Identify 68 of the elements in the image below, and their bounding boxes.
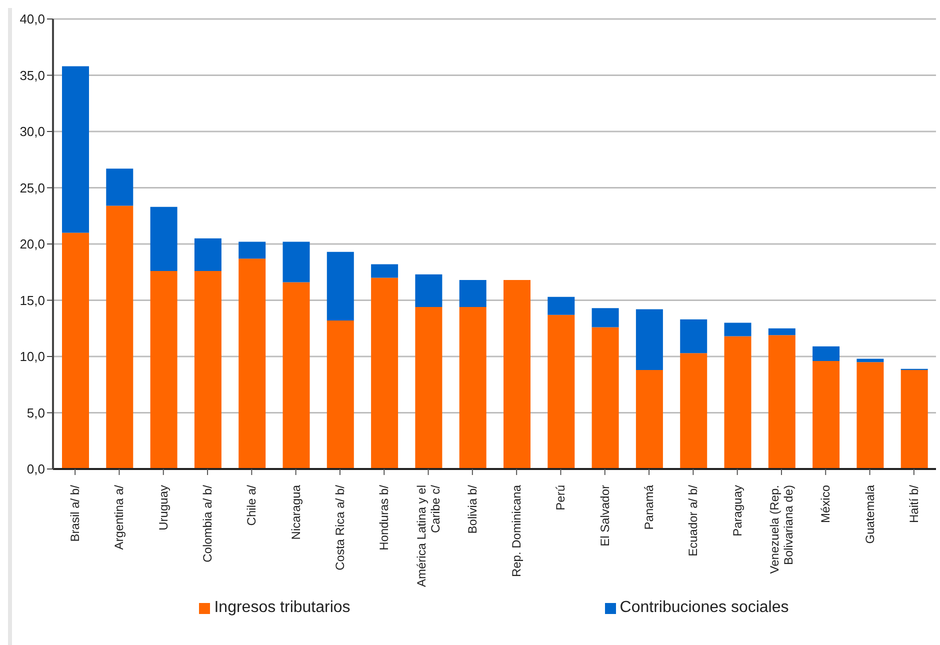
y-tick-label: 10,0 [20,349,45,364]
bar [856,362,884,469]
bar [415,307,442,469]
bar [62,66,89,233]
bar [326,252,354,320]
bar [282,242,310,282]
x-tick-label: Rep. Dominicana [510,484,524,578]
bar [680,319,708,354]
bar [592,327,619,469]
x-tick-label: América Latina y el Caribe c/ [414,484,442,588]
bar [548,314,575,469]
bar [326,320,354,469]
bar [194,271,222,469]
bar [238,258,266,469]
bar [768,335,796,469]
y-tick-label: 5,0 [26,405,45,420]
bar [504,280,530,469]
bar [371,278,398,469]
bar [282,282,310,469]
x-tick-label: Paraguay [730,485,744,536]
bar [812,346,840,361]
bar [768,328,796,336]
bar [371,264,398,278]
x-tick-label: Uruguay [156,485,170,530]
x-tick-label: Guatemala [862,484,877,544]
x-tick-label: Panamá [642,484,656,530]
bar [150,206,178,271]
x-tick-label: Venezuela (Rep. Bolivariana de) [767,485,796,574]
legend-label: Ingresos tributarios [214,599,350,617]
bar [106,168,134,206]
x-tick-label: Costa Rica a/ b/ [332,484,347,570]
bar [150,271,178,469]
x-tick-label: Argentina a/ [112,484,126,550]
x-tick-label: Bolivia b/ [465,484,480,534]
x-tick-label: Perú [554,485,568,510]
legend-label: Contribuciones sociales [620,599,789,617]
x-tick-label: Brasil a/ b/ [68,484,82,542]
bar [636,370,663,469]
y-tick-label: 15,0 [20,292,45,308]
bar [592,308,619,328]
x-tick-label: México [818,484,833,524]
bar [106,206,134,469]
bar [459,307,486,469]
bar [238,242,266,259]
x-tick-label: Colombia a/ b/ [200,484,215,562]
x-tick-label: Ecuador a/ b/ [686,484,700,556]
x-tick-label: El Salvador [598,485,612,546]
y-tick-label: 40,0 [20,12,45,27]
x-tick-label: Honduras b/ [377,484,392,550]
bar [194,238,222,271]
bar [900,370,928,469]
y-tick-label: 35,0 [20,68,45,83]
y-tick-label: 30,0 [20,124,45,140]
bar [680,353,708,469]
bar [459,280,486,307]
y-tick-label: 0,0 [26,462,45,477]
y-tick-label: 20,0 [20,236,45,252]
bar [812,361,840,469]
bar [415,274,442,307]
x-tick-label: Chile a/ [244,484,259,526]
bar [636,309,663,370]
y-tick-label: 25,0 [20,180,45,196]
bar [724,336,752,469]
bar [62,232,89,469]
bar [548,296,575,315]
bar [724,322,752,336]
x-tick-label: Nicaragua [288,484,303,540]
x-tick-label: Haití b/ [906,484,921,524]
